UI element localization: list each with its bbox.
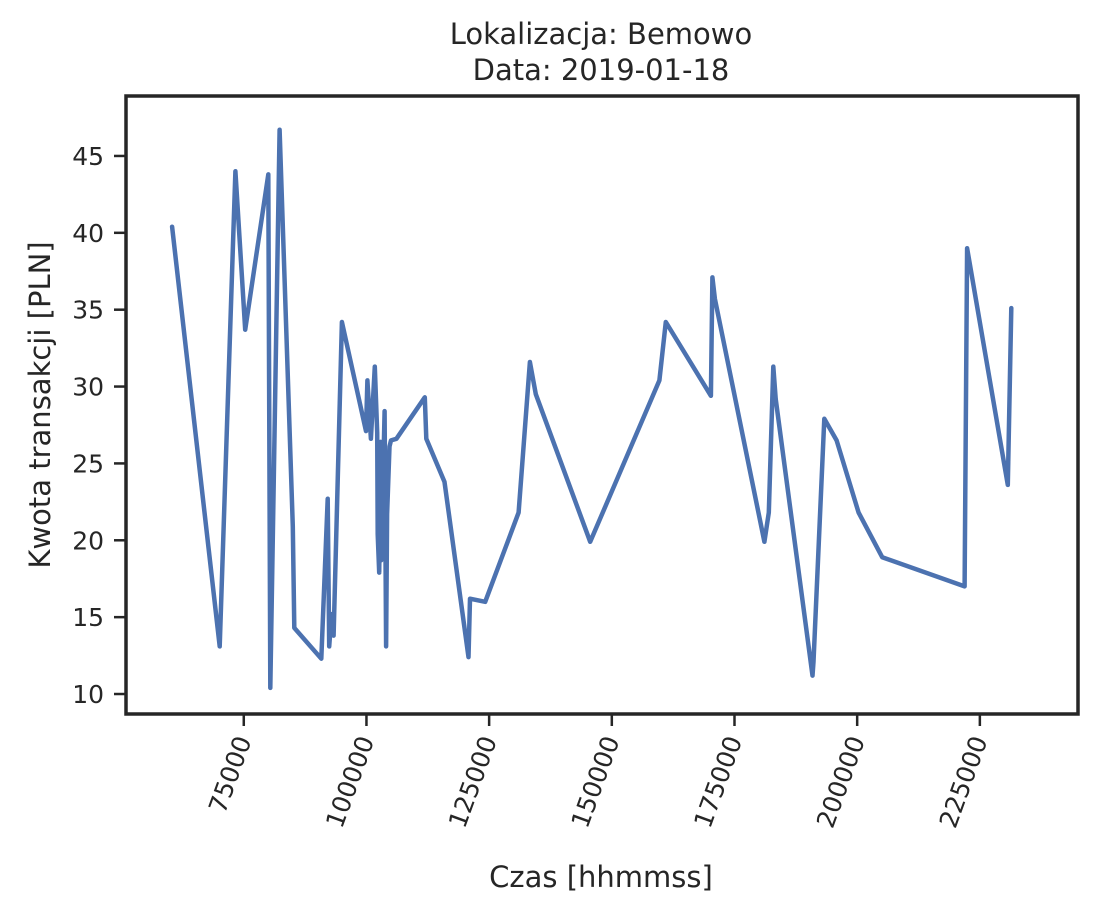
plot-frame [124,94,1080,716]
y-tick-label: 10 [72,680,104,709]
y-tick-label: 35 [72,296,104,325]
x-tick-label: 225000 [934,732,994,832]
y-axis: 10 15 20 25 30 35 40 45 [72,142,126,709]
y-tick-label: 45 [72,142,104,171]
x-tick-label: 175000 [688,732,748,832]
x-tick-label: 150000 [566,732,626,832]
y-tick-label: 15 [72,603,104,632]
y-axis-label: Kwota transakcji [PLN] [23,241,57,568]
y-tick-label: 30 [72,373,104,402]
y-tick-label: 40 [72,219,104,248]
x-tick-label: 200000 [811,732,871,832]
series-line [169,127,1014,691]
x-tick-label: 75000 [203,732,257,817]
y-tick-label: 20 [72,526,104,555]
x-axis-label: Czas [hhmmss] [489,860,713,894]
x-axis: 75000 100000 125000 150000 175000 200000 22500… [203,714,994,832]
x-tick-label: 100000 [320,732,380,832]
plot-area [169,127,1014,691]
chart-title: Lokalizacja: Bemowo [450,17,753,51]
x-tick-label: 125000 [443,732,503,832]
y-tick-label: 25 [72,449,104,478]
chart-subtitle: Data: 2019-01-18 [473,53,730,87]
